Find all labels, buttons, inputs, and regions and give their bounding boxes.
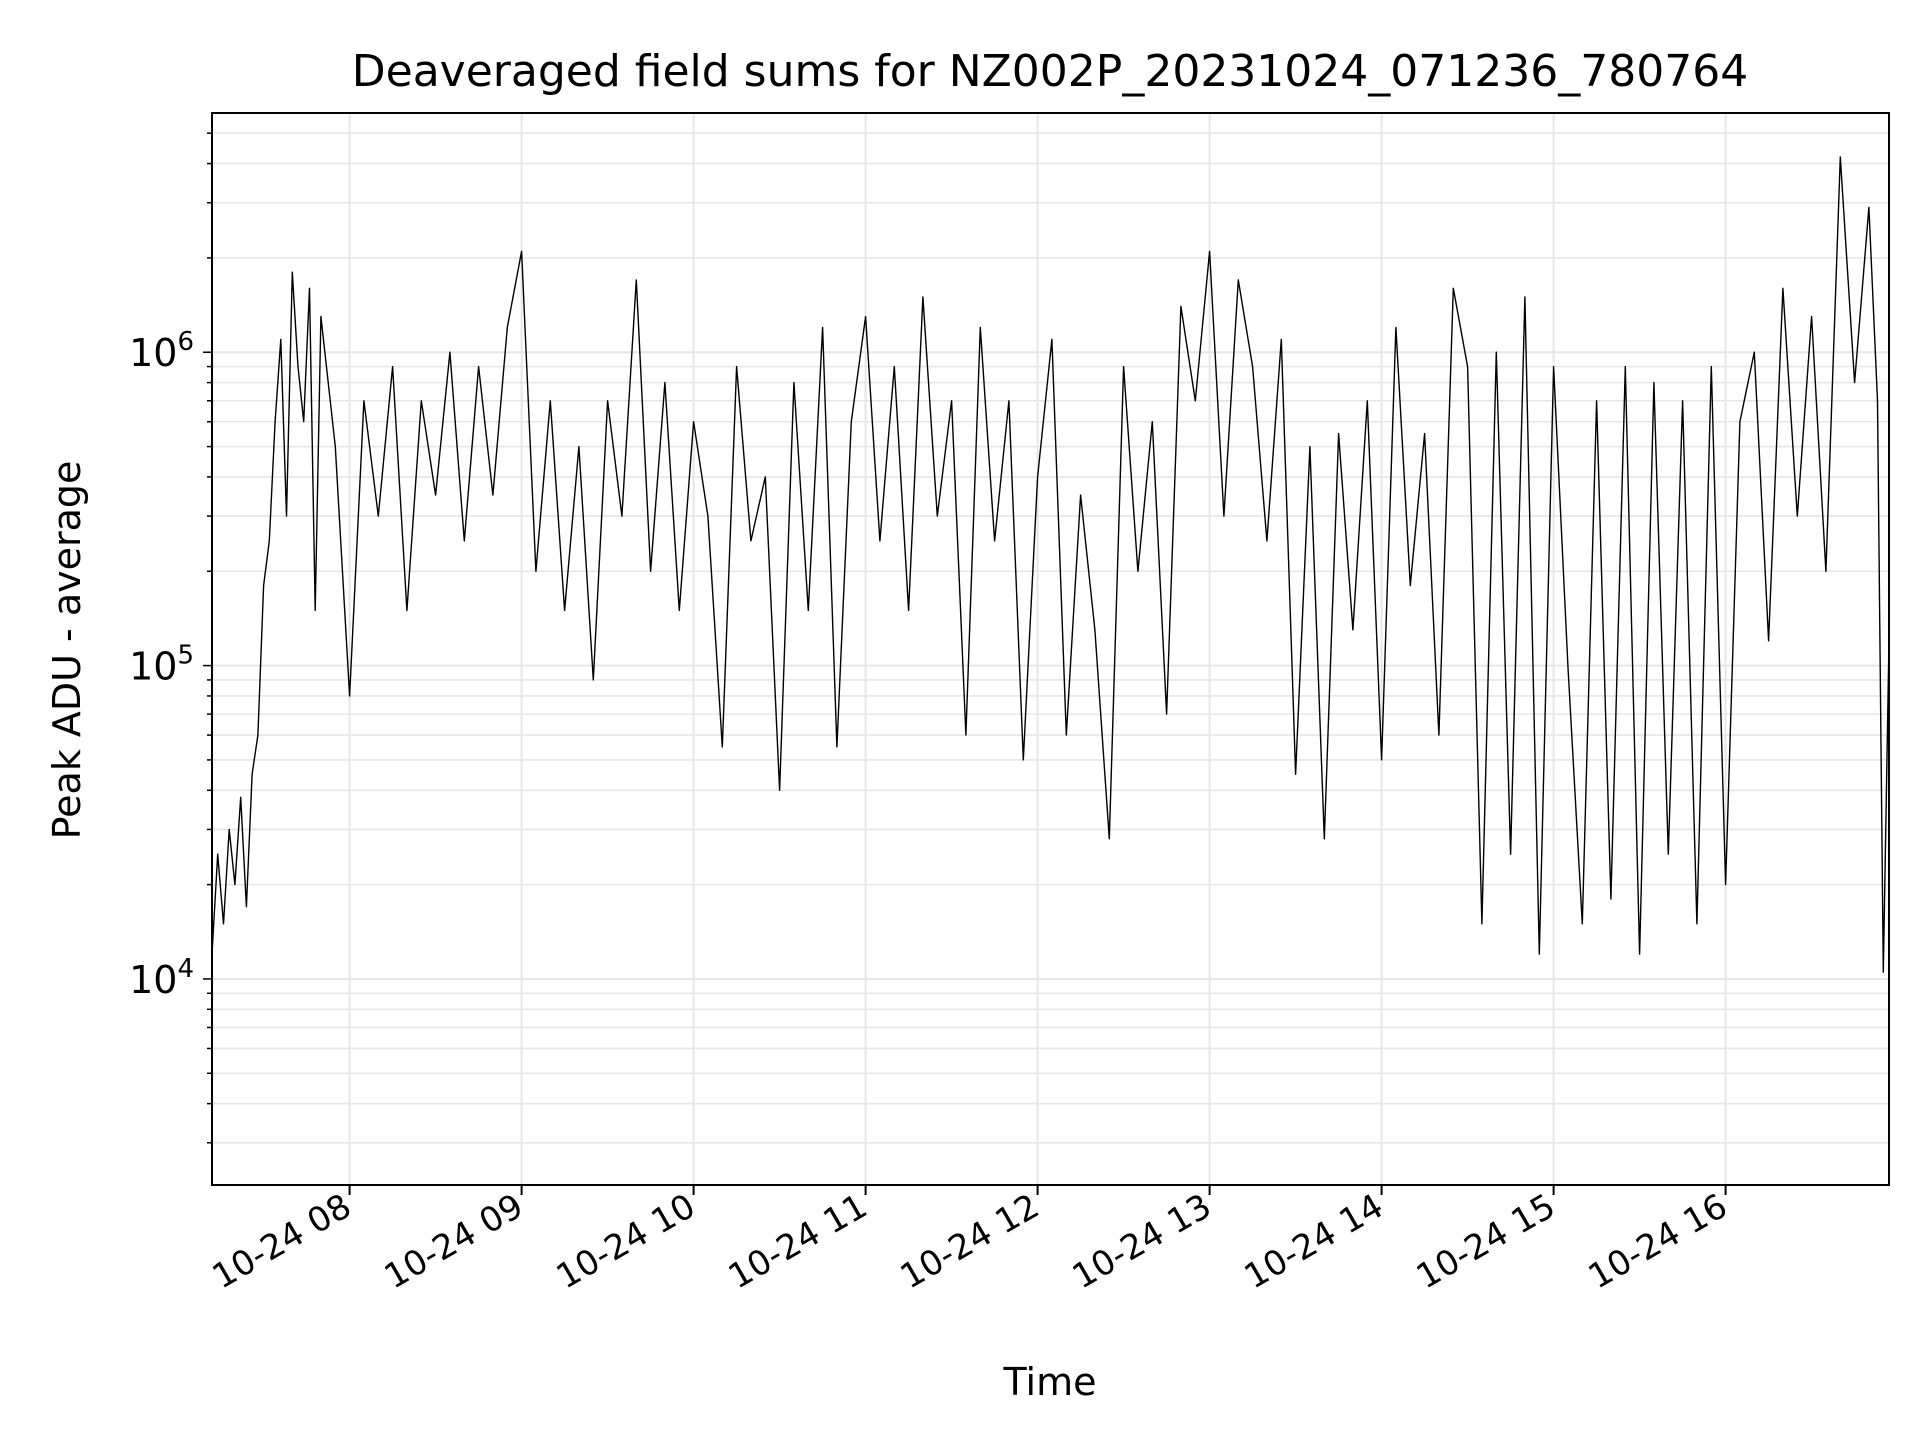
- grid-lines: [212, 113, 1889, 1185]
- x-axis-label: Time: [1003, 1360, 1097, 1404]
- y-tick-label: 106: [129, 327, 194, 375]
- y-axis-label: Peak ADU - average: [45, 461, 89, 840]
- y-tick-label: 104: [129, 954, 194, 1002]
- y-tick-label: 105: [129, 641, 194, 689]
- series-line: [211, 156, 1890, 973]
- plot-frame: [211, 112, 1890, 1186]
- chart-title: Deaveraged field sums for NZ002P_2023102…: [352, 46, 1748, 97]
- series-layer: [211, 156, 1890, 973]
